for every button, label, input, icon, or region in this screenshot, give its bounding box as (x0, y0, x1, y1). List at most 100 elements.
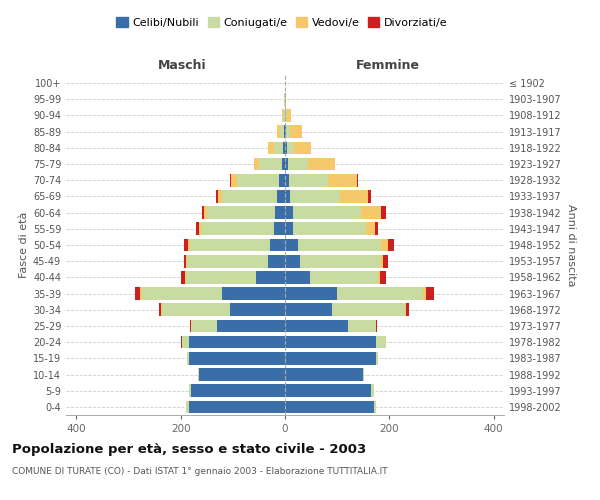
Bar (285, 109, 287, 122)
Bar (380, 255, 383, 268)
Bar (191, 384, 285, 397)
Bar (310, 271, 378, 283)
Text: Popolazione per età, sesso e stato civile - 2003: Popolazione per età, sesso e stato civil… (12, 442, 366, 456)
Bar (191, 320, 217, 332)
Bar (283, 142, 285, 154)
Bar (332, 304, 405, 316)
Bar (159, 304, 161, 316)
Bar (388, 238, 394, 252)
Bar (135, 288, 140, 300)
Bar (223, 288, 285, 300)
Bar (190, 238, 271, 252)
Bar (290, 190, 340, 202)
Bar (199, 222, 200, 235)
Bar (285, 320, 347, 332)
Bar (285, 368, 363, 381)
Bar (347, 320, 376, 332)
Bar (277, 126, 280, 138)
Bar (188, 336, 285, 348)
Bar (293, 222, 366, 235)
Bar (283, 158, 285, 170)
Bar (286, 126, 290, 138)
Bar (287, 158, 308, 170)
Bar (188, 400, 285, 413)
Bar (285, 238, 298, 252)
Bar (199, 368, 285, 381)
Bar (285, 126, 286, 138)
Bar (256, 271, 285, 283)
Bar (186, 400, 188, 413)
Bar (285, 400, 374, 413)
Bar (142, 288, 223, 300)
Y-axis label: Anni di nascita: Anni di nascita (566, 204, 575, 286)
Bar (230, 304, 285, 316)
Bar (196, 222, 199, 235)
Bar (298, 238, 382, 252)
Bar (207, 206, 275, 219)
Bar (184, 238, 188, 252)
Bar (363, 368, 364, 381)
Bar (285, 336, 376, 348)
Bar (366, 222, 375, 235)
Bar (215, 190, 218, 202)
Bar (285, 222, 293, 235)
Bar (230, 174, 231, 186)
Bar (285, 190, 290, 202)
Bar (405, 304, 406, 316)
Bar (295, 142, 311, 154)
Bar (308, 158, 335, 170)
Text: Maschi: Maschi (158, 59, 206, 72)
Bar (274, 142, 283, 154)
Bar (287, 109, 291, 122)
Bar (423, 288, 426, 300)
Bar (285, 93, 286, 106)
Bar (285, 384, 371, 397)
Bar (285, 174, 289, 186)
Bar (237, 174, 279, 186)
Bar (374, 400, 376, 413)
Bar (284, 126, 285, 138)
Bar (380, 271, 386, 283)
Bar (274, 222, 285, 235)
Bar (188, 238, 190, 252)
Bar (328, 174, 357, 186)
Bar (185, 271, 186, 283)
Bar (140, 288, 142, 300)
Bar (285, 271, 310, 283)
Bar (337, 288, 423, 300)
Bar (285, 304, 332, 316)
Bar (340, 190, 368, 202)
Legend: Celibi/Nubili, Coniugati/e, Vedovi/e, Divorziati/e: Celibi/Nubili, Coniugati/e, Vedovi/e, Di… (112, 13, 452, 32)
Bar (289, 174, 328, 186)
Bar (426, 288, 434, 300)
Bar (200, 222, 274, 235)
Bar (186, 271, 256, 283)
Text: COMUNE DI TURATE (CO) - Dati ISTAT 1° gennaio 2003 - Elaborazione TUTTITALIA.IT: COMUNE DI TURATE (CO) - Dati ISTAT 1° ge… (12, 468, 388, 476)
Bar (163, 304, 230, 316)
Bar (161, 304, 163, 316)
Bar (293, 206, 361, 219)
Bar (280, 126, 284, 138)
Bar (290, 126, 302, 138)
Bar (181, 271, 185, 283)
Bar (218, 190, 223, 202)
Bar (383, 255, 388, 268)
Bar (202, 206, 204, 219)
Y-axis label: Fasce di età: Fasce di età (19, 212, 29, 278)
Bar (181, 336, 182, 348)
Bar (375, 222, 378, 235)
Bar (376, 320, 377, 332)
Bar (268, 142, 274, 154)
Bar (285, 255, 299, 268)
Bar (382, 238, 388, 252)
Bar (198, 368, 199, 381)
Bar (187, 255, 268, 268)
Bar (361, 206, 382, 219)
Bar (285, 288, 337, 300)
Bar (382, 206, 386, 219)
Bar (287, 142, 295, 154)
Bar (368, 190, 371, 202)
Bar (285, 158, 287, 170)
Bar (285, 142, 287, 154)
Bar (217, 320, 285, 332)
